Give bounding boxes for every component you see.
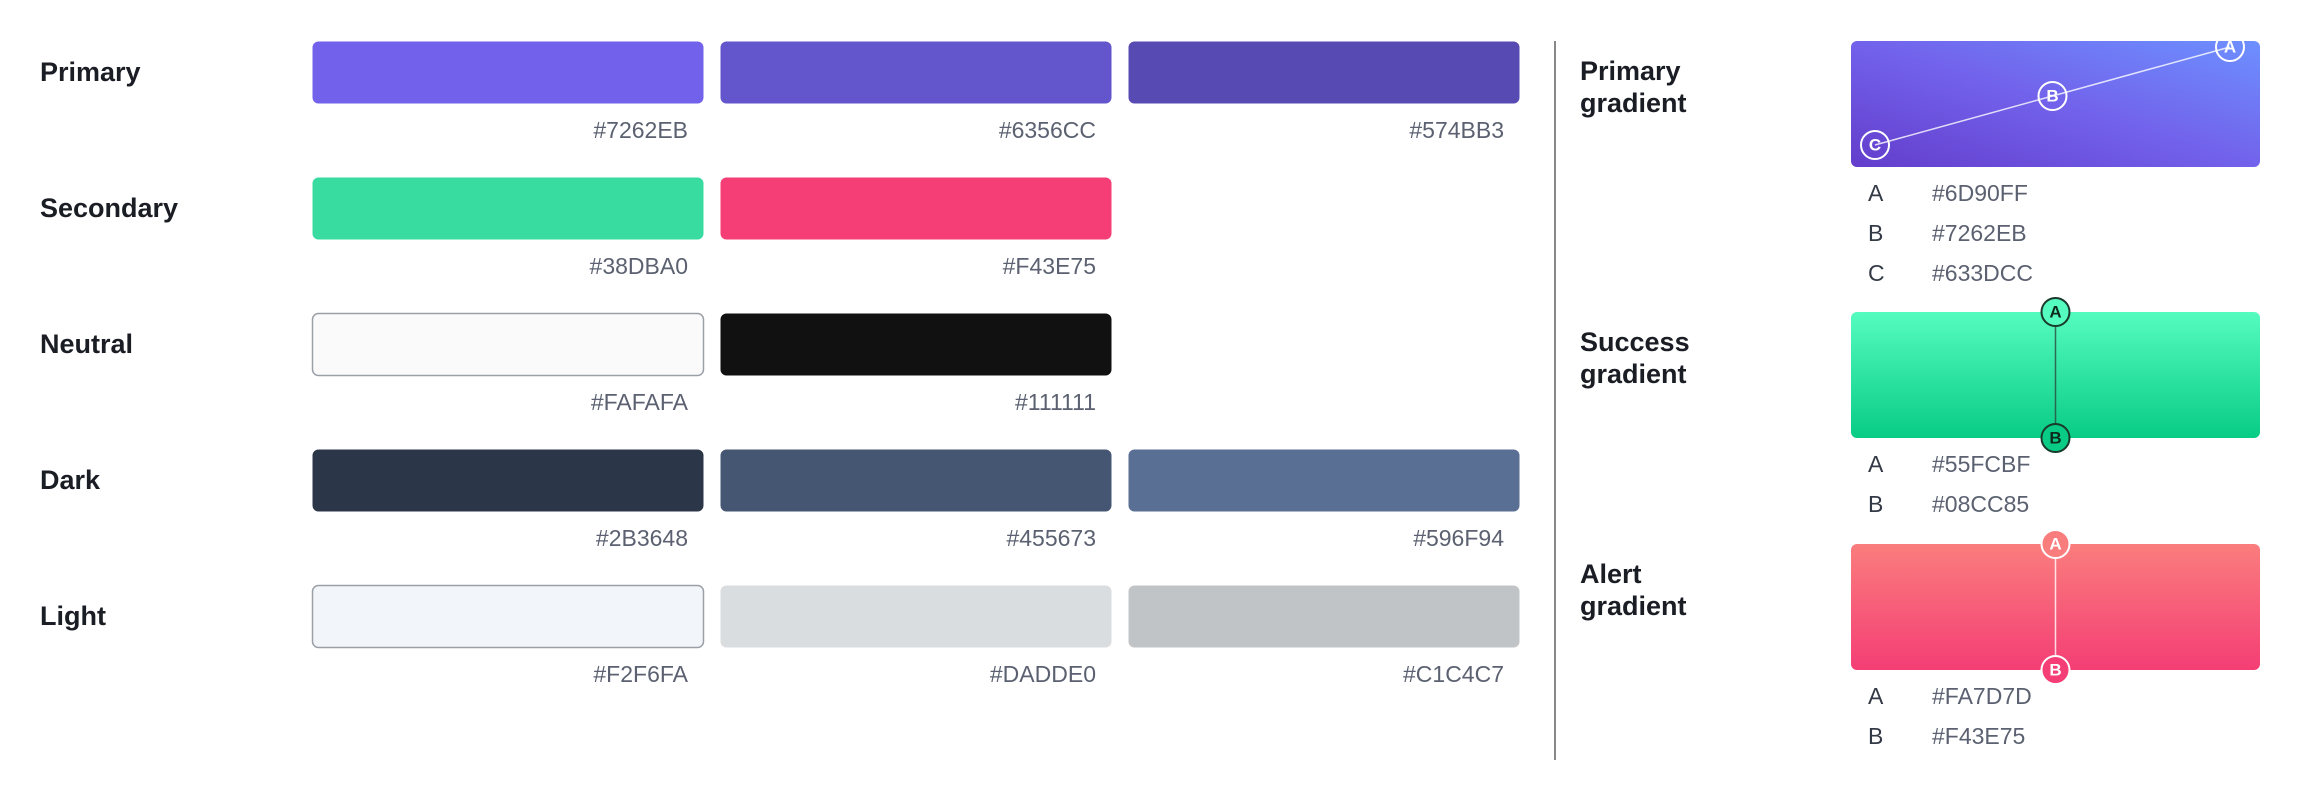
stop-hex: #633DCC <box>1932 260 2033 286</box>
stop-hex: #FA7D7D <box>1932 683 2032 709</box>
palette-name: Dark <box>40 465 101 495</box>
swatch <box>312 449 704 512</box>
stop-hex: #F43E75 <box>1932 723 2025 749</box>
swatch <box>311 584 705 649</box>
stop-hex: #7262EB <box>1932 220 2027 246</box>
swatch <box>1128 41 1520 104</box>
stop-marker-label: A <box>2049 534 2061 553</box>
stop-marker-label: B <box>2049 428 2061 447</box>
hex-label: #DADDE0 <box>990 661 1096 687</box>
hex-label: #455673 <box>1006 525 1096 551</box>
stop-letter: B <box>1868 220 1883 246</box>
stop-letter: A <box>1868 451 1884 477</box>
gradient-swatch <box>1851 41 2260 167</box>
palette-name: Primary <box>40 57 141 87</box>
hex-label: #7262EB <box>593 117 688 143</box>
stop-marker-label: B <box>2046 86 2058 105</box>
stop-hex: #08CC85 <box>1932 491 2029 517</box>
swatch <box>1128 449 1520 512</box>
hex-label: #F2F6FA <box>593 661 688 687</box>
swatch <box>720 177 1112 240</box>
hex-label: #2B3648 <box>596 525 688 551</box>
stop-marker <box>2040 423 2071 453</box>
palette-name: Secondary <box>40 193 179 223</box>
gradient-name: Primary gradient <box>1580 56 1687 118</box>
stop-letter: B <box>1868 723 1883 749</box>
stop-marker-label: A <box>2049 302 2061 321</box>
gradient-line <box>1874 46 2231 146</box>
hex-label: #38DBA0 <box>590 253 688 279</box>
swatch <box>720 313 1112 376</box>
palette-name: Light <box>40 601 106 631</box>
swatch <box>311 312 705 377</box>
stop-marker <box>2040 655 2071 685</box>
swatch <box>720 41 1112 104</box>
stop-marker-label: C <box>1869 135 1881 154</box>
gradient-name: Alert gradient <box>1580 559 1687 621</box>
swatch <box>720 449 1112 512</box>
hex-label: #111111 <box>1015 389 1096 415</box>
stop-marker-label: A <box>2224 37 2236 56</box>
swatch <box>1128 585 1520 648</box>
stop-marker <box>2037 81 2068 111</box>
stop-marker <box>1860 130 1890 160</box>
hex-label: #F43E75 <box>1003 253 1096 279</box>
stop-hex: #6D90FF <box>1932 180 2028 206</box>
stop-hex: #55FCBF <box>1932 451 2030 477</box>
gradient-name: Success gradient <box>1580 327 1690 389</box>
hex-label: #574BB3 <box>1409 117 1504 143</box>
stop-marker <box>2040 529 2071 559</box>
hex-label: #596F94 <box>1413 525 1504 551</box>
hex-label: #C1C4C7 <box>1403 661 1504 687</box>
stop-letter: A <box>1868 180 1884 206</box>
stop-marker <box>2040 297 2071 327</box>
hex-label: #FAFAFA <box>591 389 689 415</box>
stop-letter: B <box>1868 491 1883 517</box>
palette-name: Neutral <box>40 329 134 359</box>
swatch <box>312 41 704 104</box>
hex-label: #6356CC <box>999 117 1096 143</box>
stop-marker <box>2215 32 2245 62</box>
stop-letter: C <box>1868 260 1885 286</box>
swatch <box>720 585 1112 648</box>
swatch <box>312 177 704 240</box>
stop-marker-label: B <box>2049 660 2061 679</box>
stop-letter: A <box>1868 683 1884 709</box>
